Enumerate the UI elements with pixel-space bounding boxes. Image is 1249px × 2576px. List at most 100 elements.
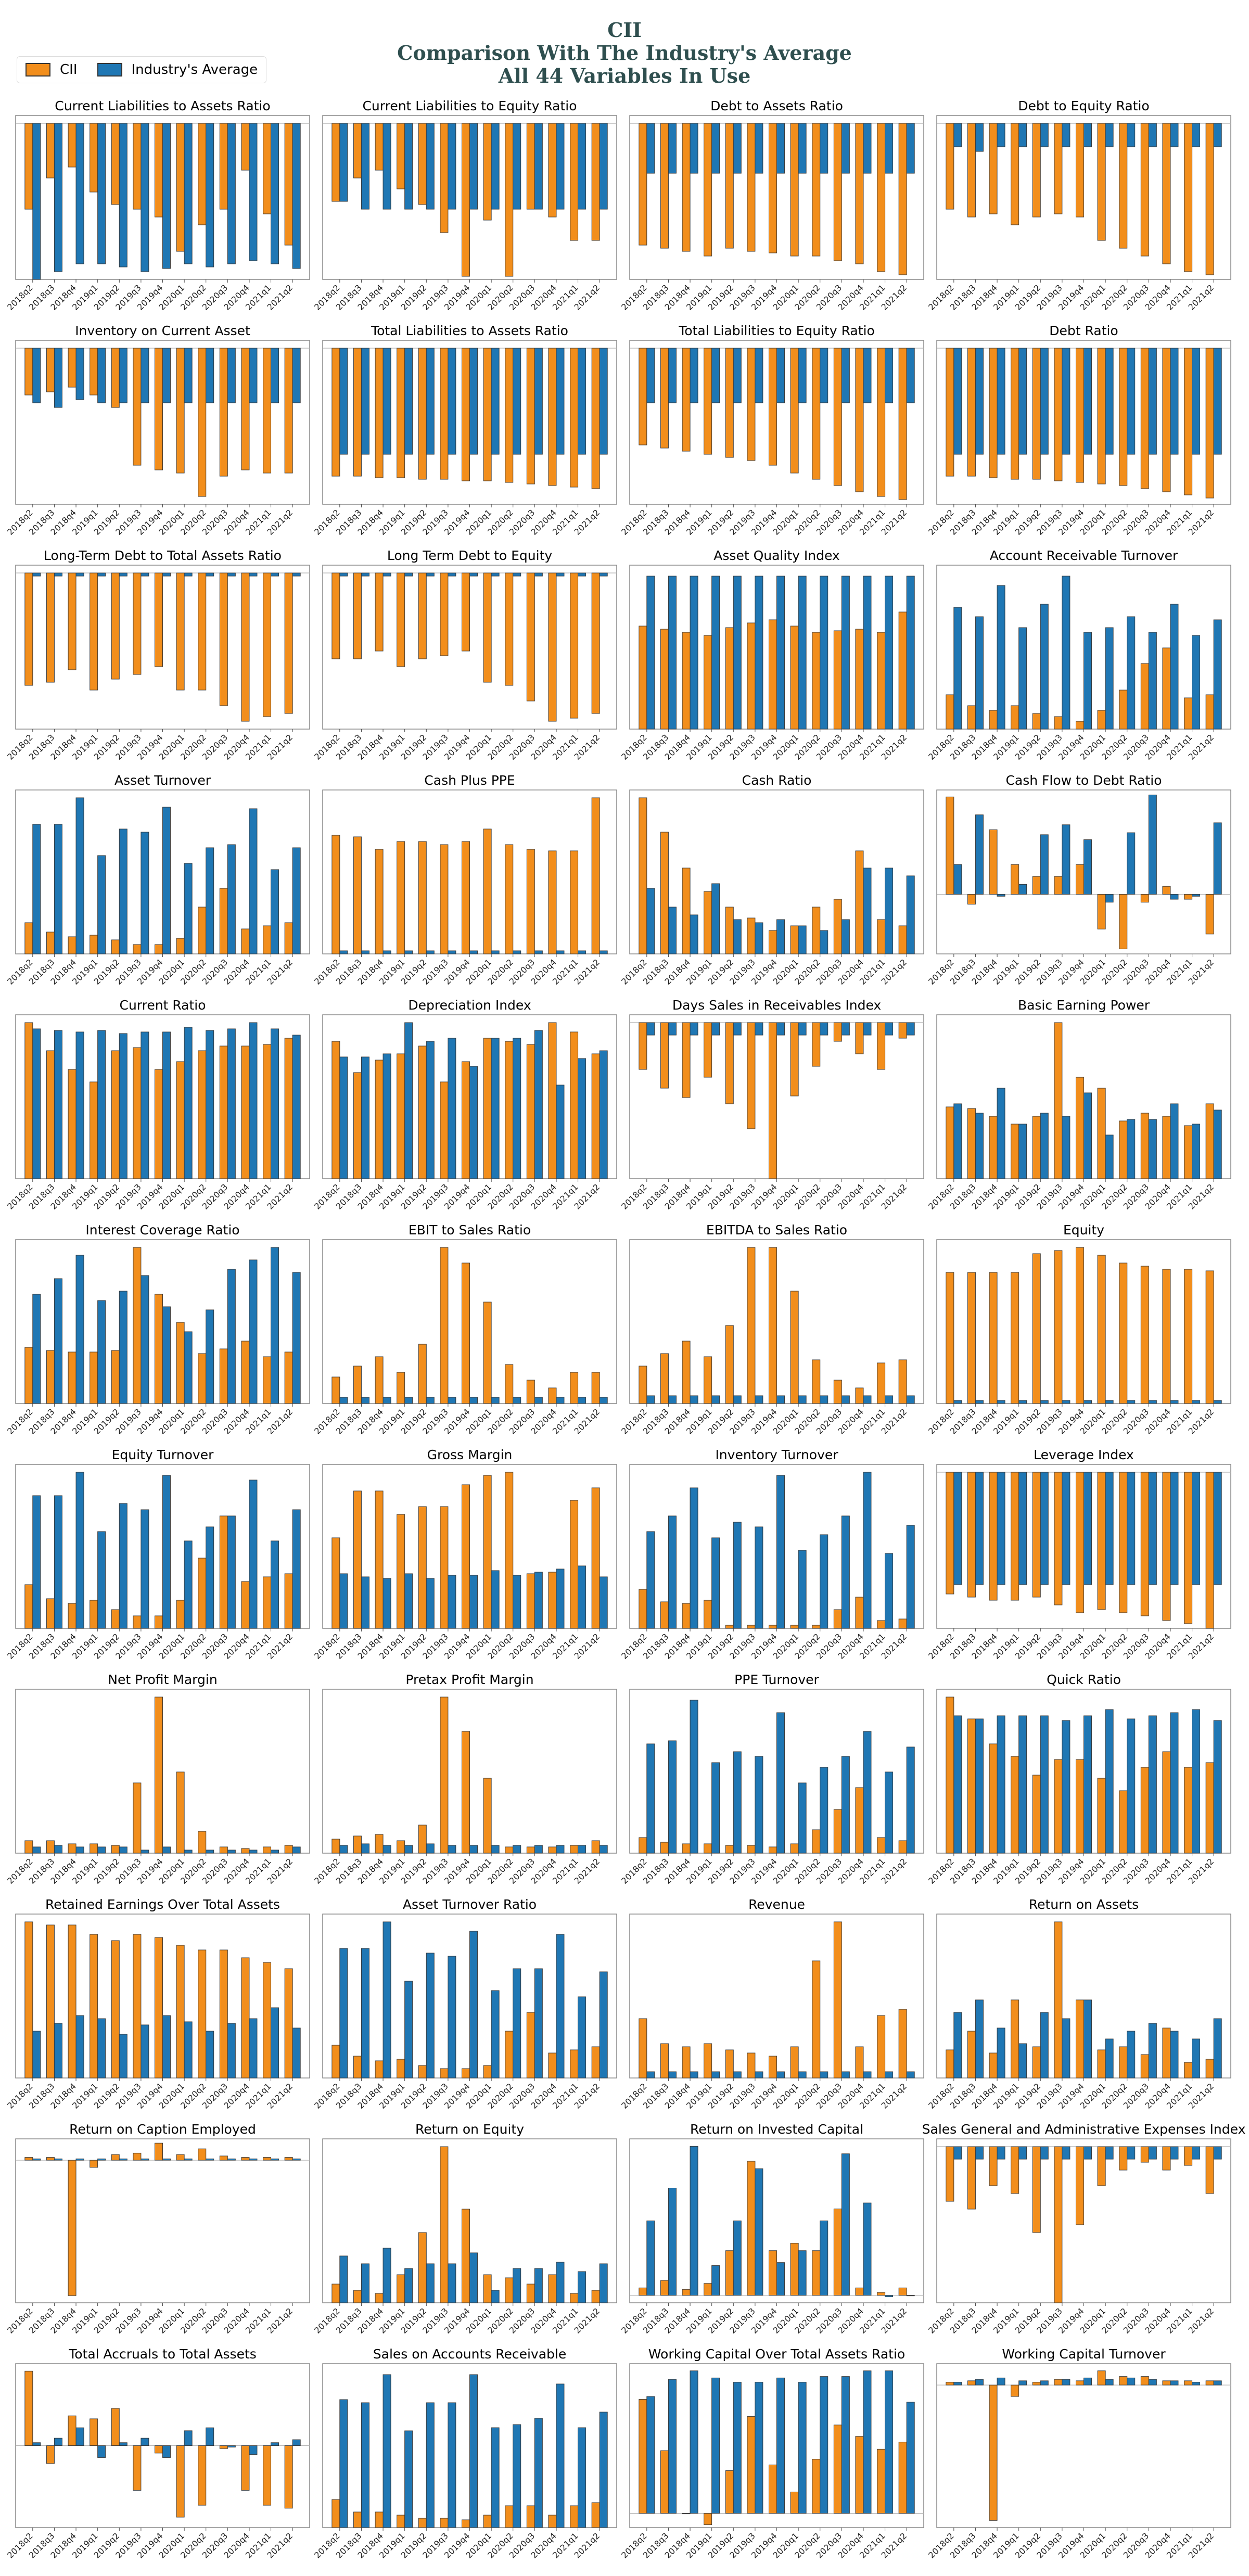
chart-legend: CII Industry's Average: [17, 56, 267, 83]
bar-company: [263, 123, 272, 214]
bar-industry: [227, 123, 236, 264]
bar-company: [375, 1490, 384, 1629]
bar-industry: [1062, 2379, 1070, 2386]
bar-company: [418, 123, 427, 205]
bar-company: [1011, 348, 1019, 480]
bar-company: [855, 850, 864, 954]
bar-company: [284, 2445, 293, 2509]
bar-company: [24, 2370, 33, 2446]
bar-company: [1184, 1269, 1193, 1404]
bar-industry: [141, 1509, 149, 1629]
bar-industry: [469, 1397, 478, 1404]
bar-company: [440, 2146, 449, 2303]
bar-industry: [469, 2374, 478, 2528]
bar-company: [263, 572, 272, 717]
bar-industry: [75, 1031, 84, 1179]
bar-industry: [599, 1845, 608, 1854]
bar-industry: [227, 2158, 236, 2161]
bar-company: [440, 1081, 449, 1179]
bar-company: [24, 1840, 33, 1854]
bar-industry: [975, 1113, 984, 1179]
bar-company: [967, 123, 976, 218]
bar-industry: [646, 123, 655, 174]
bar-company: [1076, 721, 1085, 730]
bar-industry: [711, 576, 720, 730]
bar-company: [90, 1843, 98, 1854]
bar-company: [660, 2450, 669, 2514]
chart-title: Return on Caption Employed: [69, 2122, 256, 2137]
bar-company: [725, 907, 734, 954]
bar-industry: [1192, 123, 1201, 147]
bar-company: [375, 1060, 384, 1179]
bar-company: [46, 572, 55, 683]
bar-company: [46, 348, 55, 392]
bar-industry: [54, 2158, 62, 2161]
bar-industry: [292, 1035, 301, 1179]
bar-company: [375, 348, 384, 478]
bar-industry: [249, 1022, 258, 1179]
bar-company: [660, 832, 669, 954]
bar-industry: [534, 2268, 543, 2303]
bar-company: [332, 2499, 340, 2528]
bar-company: [263, 1576, 272, 1629]
chart-title: Total Liabilities to Equity Ratio: [678, 323, 875, 338]
bar-company: [68, 2415, 77, 2446]
bar-company: [877, 2449, 886, 2514]
bar-industry: [1192, 1709, 1201, 1854]
bar-industry: [1127, 2031, 1136, 2078]
bar-company: [989, 1116, 998, 1179]
bar-company: [397, 1840, 405, 1854]
bar-industry: [997, 123, 1005, 147]
bar-industry: [711, 1762, 720, 1854]
bar-industry: [755, 123, 763, 174]
bar-industry: [841, 1022, 850, 1036]
bar-company: [946, 694, 954, 730]
bar-industry: [953, 1472, 962, 1585]
bar-industry: [733, 2221, 742, 2296]
bar-industry: [841, 2376, 850, 2514]
bar-industry: [1170, 1712, 1179, 1854]
bar-industry: [1062, 576, 1070, 730]
bar-industry: [556, 2383, 565, 2528]
bar-company: [68, 572, 77, 670]
bar-industry: [491, 2427, 500, 2528]
bar-industry: [711, 2265, 720, 2296]
bar-industry: [997, 2146, 1005, 2160]
bar-company: [790, 348, 799, 474]
bar-company: [241, 1341, 250, 1404]
bar-company: [898, 2287, 907, 2296]
bar-industry: [776, 576, 785, 730]
chart-title: Working Capital Turnover: [1002, 2347, 1166, 2362]
bar-company: [155, 1697, 163, 1854]
bar-company: [483, 828, 492, 954]
bar-industry: [997, 894, 1005, 897]
bar-industry: [668, 1515, 677, 1629]
bar-industry: [1148, 795, 1157, 895]
bar-company: [418, 2518, 427, 2528]
bar-industry: [54, 348, 62, 408]
bar-company: [526, 348, 535, 484]
bar-industry: [668, 1022, 677, 1036]
bar-company: [1097, 2146, 1106, 2186]
bar-company: [1076, 1999, 1085, 2078]
bar-industry: [1018, 1124, 1027, 1179]
chart-panel: Working Capital Over Total Assets Ratio2…: [619, 2347, 924, 2560]
bar-company: [790, 2492, 799, 2514]
bar-industry: [448, 2402, 456, 2528]
chart-title: Asset Quality Index: [713, 548, 839, 563]
bar-industry: [227, 348, 236, 403]
bar-industry: [646, 1531, 655, 1629]
bar-industry: [75, 797, 84, 954]
bar-company: [967, 1718, 976, 1854]
bar-company: [704, 348, 712, 455]
bar-company: [219, 572, 228, 706]
bar-industry: [141, 1275, 149, 1404]
bar-industry: [1213, 1400, 1222, 1404]
bar-company: [1119, 894, 1128, 949]
bar-company: [483, 1778, 492, 1854]
bar-company: [353, 2056, 362, 2078]
bar-company: [989, 1743, 998, 1854]
bar-industry: [841, 576, 850, 730]
bar-industry: [733, 348, 742, 403]
bar-company: [747, 2161, 756, 2296]
